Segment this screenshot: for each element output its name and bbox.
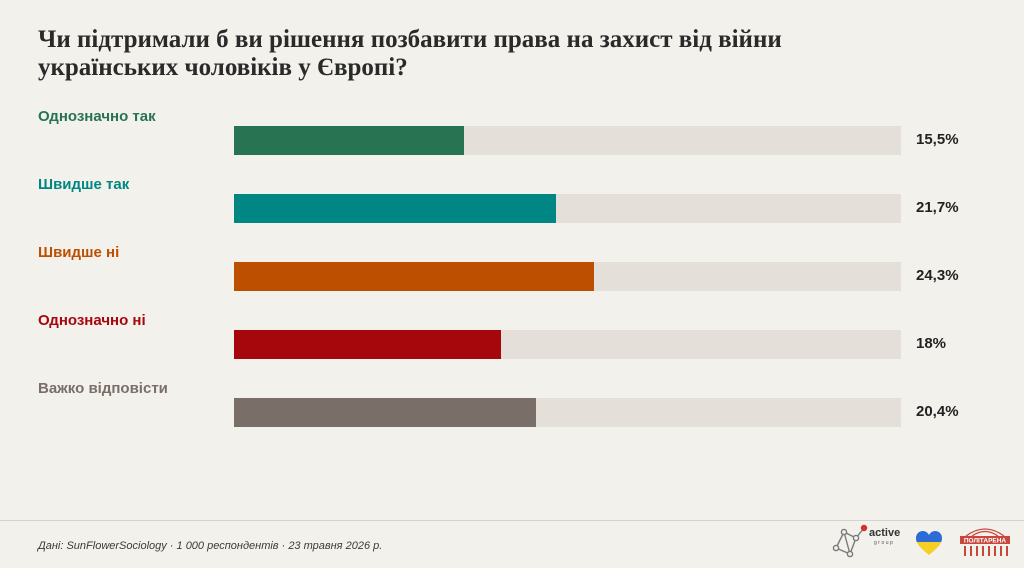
bar-track (234, 330, 901, 359)
category-label: Однозначно ні (38, 312, 146, 329)
value-label: 21,7% (916, 199, 959, 216)
category-label: Однозначно так (38, 108, 156, 125)
source-note: Дані: SunFlowerSociology · 1 000 респонд… (38, 540, 383, 552)
svg-text:group: group (874, 540, 894, 546)
bar-row: Швидше так 21,7% (0, 176, 1024, 246)
bar-row: Швидше ні 24,3% (0, 244, 1024, 314)
svg-text:active: active (869, 527, 900, 539)
chart-title: Чи підтримали б ви рішення позбавити пра… (38, 26, 782, 81)
bar-track (234, 262, 901, 291)
value-label: 15,5% (916, 131, 959, 148)
footer-divider (0, 520, 1024, 521)
value-label: 18% (916, 335, 947, 352)
ukraine-heart-icon (916, 531, 942, 555)
category-label: Швидше так (38, 176, 130, 193)
network-icon (832, 527, 865, 558)
bar (234, 194, 556, 223)
bar-track (234, 126, 901, 155)
bar (234, 262, 594, 291)
bar-track (234, 194, 901, 223)
bar-row: Однозначно так 15,5% (0, 108, 1024, 178)
svg-text:ПОЛІТАРЕНА: ПОЛІТАРЕНА (964, 538, 1007, 545)
bar (234, 330, 501, 359)
bar (234, 126, 464, 155)
bar-track (234, 398, 901, 427)
bar-row: Важко відповісти 20,4% (0, 380, 1024, 450)
poltarena-logo: ПОЛІТАРЕНА (960, 528, 1010, 556)
bar (234, 398, 536, 427)
value-label: 20,4% (916, 403, 959, 420)
active-group-logo: active group (832, 524, 900, 558)
parliament-icon (965, 528, 1005, 537)
value-label: 24,3% (916, 267, 959, 284)
category-label: Швидше ні (38, 244, 120, 261)
category-label: Важко відповісти (38, 380, 168, 397)
bar-row: Однозначно ні 18% (0, 312, 1024, 382)
